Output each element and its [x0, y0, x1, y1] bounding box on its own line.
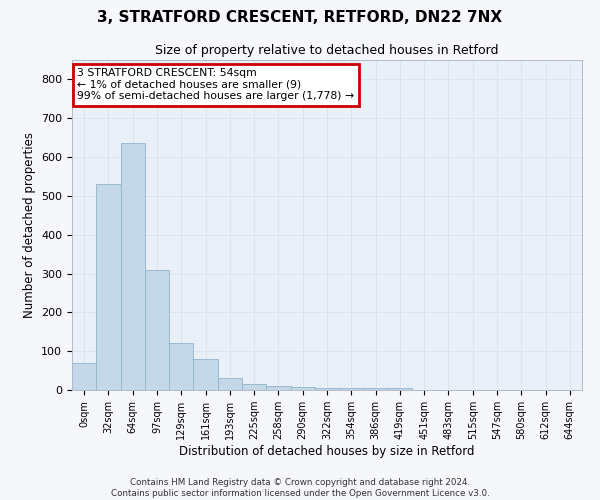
- Y-axis label: Number of detached properties: Number of detached properties: [23, 132, 35, 318]
- Title: Size of property relative to detached houses in Retford: Size of property relative to detached ho…: [155, 44, 499, 58]
- Bar: [145, 270, 169, 390]
- Bar: [388, 388, 412, 390]
- Bar: [72, 363, 96, 390]
- Bar: [266, 386, 290, 390]
- Bar: [96, 184, 121, 390]
- Bar: [169, 344, 193, 390]
- Bar: [193, 359, 218, 390]
- X-axis label: Distribution of detached houses by size in Retford: Distribution of detached houses by size …: [179, 445, 475, 458]
- Text: 3, STRATFORD CRESCENT, RETFORD, DN22 7NX: 3, STRATFORD CRESCENT, RETFORD, DN22 7NX: [97, 10, 503, 25]
- Text: Contains HM Land Registry data © Crown copyright and database right 2024.
Contai: Contains HM Land Registry data © Crown c…: [110, 478, 490, 498]
- Bar: [364, 388, 388, 390]
- Bar: [339, 388, 364, 390]
- Bar: [242, 384, 266, 390]
- Bar: [218, 378, 242, 390]
- Text: 3 STRATFORD CRESCENT: 54sqm
← 1% of detached houses are smaller (9)
99% of semi-: 3 STRATFORD CRESCENT: 54sqm ← 1% of deta…: [77, 68, 354, 102]
- Bar: [290, 387, 315, 390]
- Bar: [121, 144, 145, 390]
- Bar: [315, 388, 339, 390]
